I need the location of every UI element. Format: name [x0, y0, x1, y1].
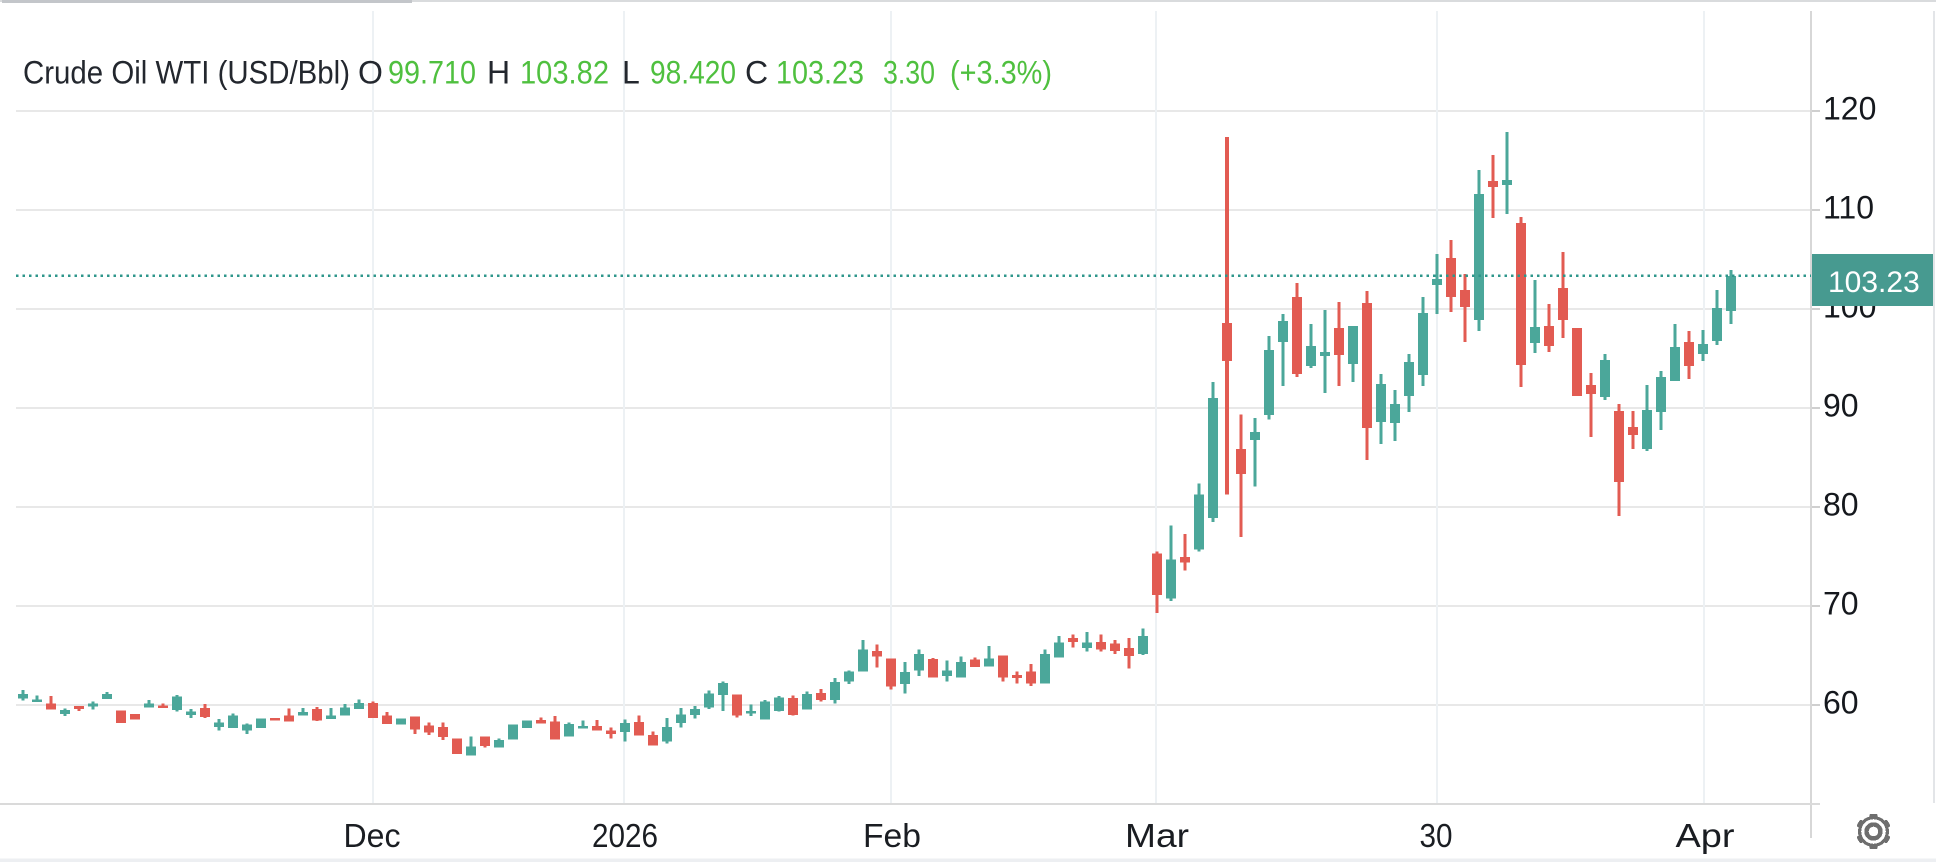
svg-text:(+3.3%): (+3.3%) — [950, 55, 1052, 91]
svg-text:C: C — [745, 55, 768, 91]
svg-text:2026: 2026 — [592, 817, 658, 854]
svg-text:80: 80 — [1823, 487, 1859, 523]
svg-text:99.710: 99.710 — [388, 55, 476, 91]
svg-text:98.420: 98.420 — [650, 55, 736, 91]
svg-text:103.23: 103.23 — [776, 55, 864, 91]
svg-text:Crude Oil WTI (USD/Bbl): Crude Oil WTI (USD/Bbl) — [23, 55, 350, 91]
svg-text:Dec: Dec — [344, 817, 401, 854]
svg-text:30: 30 — [1420, 817, 1453, 854]
svg-text:110: 110 — [1823, 190, 1874, 226]
svg-text:103.82: 103.82 — [520, 55, 609, 91]
svg-text:Apr: Apr — [1676, 817, 1735, 854]
svg-text:H: H — [487, 55, 510, 91]
svg-text:120: 120 — [1823, 91, 1876, 127]
svg-text:103.23: 103.23 — [1828, 266, 1920, 299]
svg-text:90: 90 — [1823, 388, 1859, 424]
svg-text:Mar: Mar — [1125, 817, 1189, 854]
svg-text:Feb: Feb — [863, 817, 921, 854]
svg-text:3.30: 3.30 — [883, 55, 935, 91]
svg-text:O: O — [358, 55, 383, 91]
svg-text:L: L — [622, 55, 640, 91]
svg-text:70: 70 — [1823, 586, 1859, 622]
svg-text:60: 60 — [1823, 685, 1859, 721]
